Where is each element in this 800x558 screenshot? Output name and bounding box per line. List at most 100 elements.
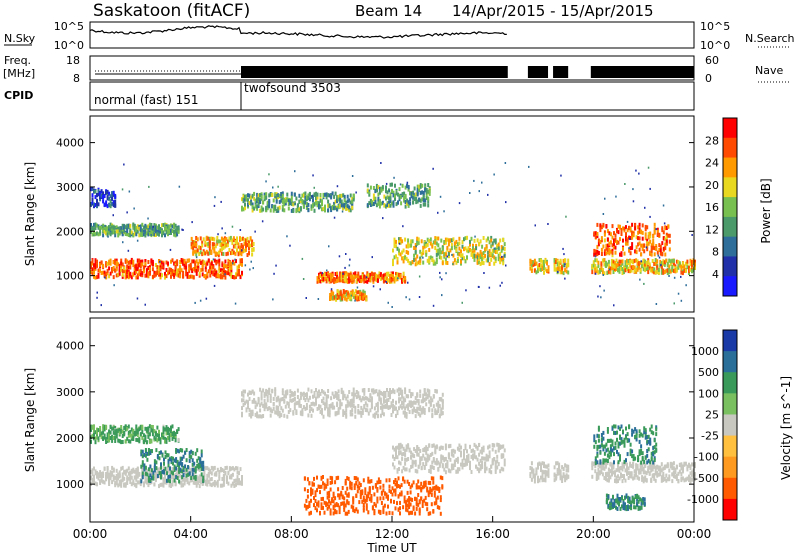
power-cell-2387 [609,271,611,275]
power-cell-286 [182,274,184,278]
velocity-cell-952 [259,408,261,412]
power-cell-330 [197,268,199,272]
power-cell-2722 [615,246,617,250]
velocity-cell-1729 [381,501,383,505]
power-cell-2064 [446,261,448,265]
power-cell-2048 [442,247,444,251]
power-cell-463 [241,258,243,262]
power-cell-2172 [484,254,486,258]
velocity-cell-1549 [322,497,324,501]
velocity-cell-170 [143,483,145,487]
power-cell-2801 [642,231,644,235]
power-speckle-188 [128,250,130,252]
power-cell-2513 [649,262,651,266]
power-speckle-70 [563,253,565,255]
velocity-cell-1314 [383,412,385,416]
velocity-cell-519 [162,454,164,458]
velocity-cell-516 [160,473,162,477]
velocity-cell-1351 [395,401,397,405]
velocity-cell-1680 [364,487,366,491]
power-cell-450 [238,269,240,273]
velocity-cell-1443 [424,388,426,392]
power-cell-2016 [431,245,433,249]
velocity-cell-1546 [321,502,323,506]
power-cell-2359 [597,261,599,265]
power-cell-2717 [615,251,617,255]
power-speckle-41 [272,187,274,189]
velocity-cell-1158 [330,396,332,400]
power-cell-2666 [598,251,600,255]
velocity-cell-251 [172,483,174,487]
colorbar-tick-4: 12 [705,223,719,236]
power-speckle-137 [609,269,611,271]
velocity-cell-1699 [370,479,372,483]
velocity-cell-1593 [334,480,336,484]
power-speckle-29 [678,293,680,295]
power-cell-2004 [428,248,430,252]
nsky-tick-bottom: 10^0 [54,39,84,52]
power-speckle-33 [213,258,215,260]
velocity-cell-575 [181,449,183,453]
velocity-cell-1345 [392,399,394,403]
velocity-cell-667 [98,436,100,440]
velocity-cell-42 [104,467,106,471]
power-cell-1869 [417,192,419,196]
power-speckle-26 [328,245,330,247]
freq-unit: [MHz] [3,67,35,80]
velocity-cell-153 [137,467,139,471]
power-cell-2482 [640,268,642,272]
velocity-cell-1524 [313,483,315,487]
power-speckle-174 [137,298,139,300]
power-speckle-145 [658,255,660,257]
velocity-cell-1539 [319,490,321,494]
power-cell-2063 [446,246,448,250]
velocity-cell-607 [192,458,194,462]
velocity-cell-601 [190,476,192,480]
power-cell-175 [147,260,149,264]
power-speckle-131 [646,246,648,248]
power-cell-997 [251,253,253,257]
velocity-cell-1782 [402,505,404,509]
velocity-cell-1426 [419,390,421,394]
power-cell-2772 [631,246,633,250]
velocity-cell-1010 [277,406,279,410]
power-cell-1601 [404,276,406,280]
power-cell-991 [248,251,250,255]
power-cell-2160 [480,239,482,243]
power-cell-985 [247,237,249,241]
velocity-cell-449 [240,467,242,471]
power-cell-1999 [425,253,427,257]
power-cell-1160 [295,197,297,201]
power-cell-2145 [477,238,479,242]
power-cell-1951 [407,251,409,255]
velocity-cell-591 [186,458,188,462]
power-speckle-67 [214,285,216,287]
power-cell-434 [230,266,232,270]
power-cell-2866 [663,230,665,234]
power-speckle-22 [206,298,208,300]
velocity-cell-1697 [369,487,371,491]
velocity-cell-1030 [285,405,287,409]
velocity-cell-1644 [352,497,354,501]
velocity-cell-994 [273,407,275,411]
freq-block-1 [528,66,548,78]
freq-tick-bottom: 8 [73,72,80,85]
power-cell-2874 [664,246,666,250]
velocity-cell-1639 [351,486,353,490]
power-cell-2234 [504,242,506,246]
power-cell-2318 [560,259,562,263]
velocity-cell-1106 [312,409,314,413]
velocity-cell-1401 [412,392,414,396]
power-speckle-24 [254,231,256,233]
power-speckle-200 [232,262,234,264]
power-speckle-5 [481,182,483,184]
velocity-cell-396 [218,474,220,478]
power-cell-391 [218,259,220,263]
power-speckle-147 [655,228,657,230]
power-cell-2774 [631,242,633,246]
power-cell-1197 [307,208,309,212]
velocity-cell-18 [96,482,98,486]
power-cell-1303 [347,195,349,199]
power-speckle-16 [389,190,391,192]
